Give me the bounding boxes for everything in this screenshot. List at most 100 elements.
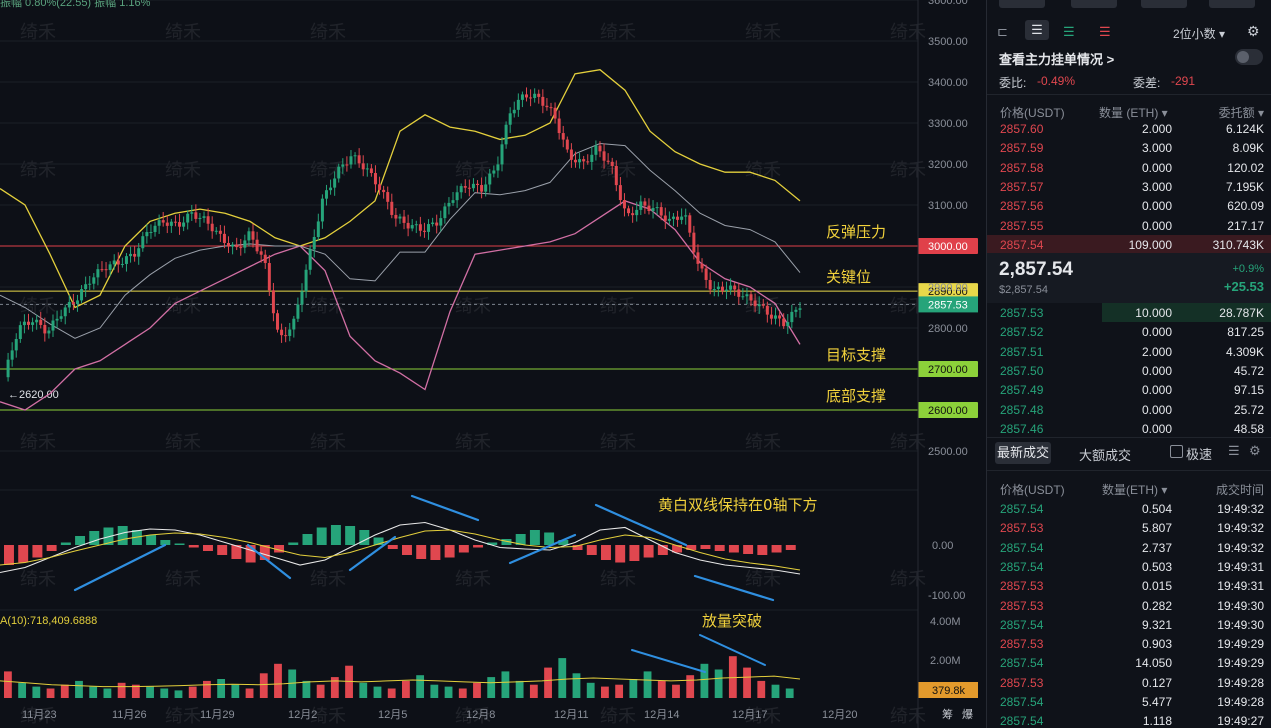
trade-row[interactable]: 2857.54 0.503 19:49:31	[987, 557, 1271, 576]
volume-tick: 2.00M	[930, 655, 961, 667]
candle-body	[390, 201, 394, 215]
level-annotation: 反弹压力	[826, 223, 886, 241]
volume-bar	[601, 686, 609, 698]
filter-icon[interactable]: ☰	[1228, 443, 1240, 458]
trade-row[interactable]: 2857.54 0.504 19:49:32	[987, 499, 1271, 518]
layout-icon[interactable]: ⊏	[997, 24, 1008, 39]
precision-select[interactable]: 2位小数 ▾	[1173, 27, 1226, 41]
candle-body	[774, 315, 778, 319]
candle-body	[459, 186, 463, 193]
bid-row[interactable]: 2857.46 0.000 48.58	[987, 419, 1271, 438]
trade-row[interactable]: 2857.54 9.321 19:49:30	[987, 615, 1271, 634]
row-amount: 97.15	[1233, 383, 1264, 398]
candle-body	[749, 294, 753, 301]
macd-histogram-bar	[146, 535, 157, 545]
volume-bar	[217, 679, 226, 698]
trade-row[interactable]: 2857.53 0.127 19:49:28	[987, 673, 1271, 692]
price-tick: 3600.00	[928, 0, 968, 7]
trade-settings-icon[interactable]: ⚙	[1249, 443, 1261, 458]
row-amount: 19:49:28	[1217, 695, 1264, 709]
trade-row[interactable]: 2857.54 14.050 19:49:29	[987, 653, 1271, 672]
macd-histogram-bar	[117, 526, 128, 545]
trade-col-qty[interactable]: 数量(ETH) ▾	[1102, 483, 1168, 497]
candle-body	[439, 218, 443, 226]
bid-row[interactable]: 2857.52 0.000 817.25	[987, 322, 1271, 341]
trade-row[interactable]: 2857.53 5.807 19:49:32	[987, 518, 1271, 537]
top-button-4[interactable]	[1209, 0, 1255, 8]
trade-row[interactable]: 2857.54 5.477 19:49:28	[987, 692, 1271, 711]
candle-body	[296, 304, 300, 319]
col-amount[interactable]: 委托额 ▾	[1218, 106, 1264, 120]
top-button-1[interactable]	[999, 0, 1045, 8]
col-qty[interactable]: 数量 (ETH) ▾	[1099, 106, 1168, 120]
row-price: 2857.53	[1000, 675, 1044, 690]
both-sides-icon[interactable]: ☰	[1025, 20, 1049, 40]
depth-bar	[1102, 303, 1271, 322]
row-amount: 217.17	[1227, 218, 1264, 233]
volume-bar	[657, 680, 666, 698]
price-chart[interactable]: 绮禾 绮禾 绮禾 绮禾 绮禾 绮禾 绮禾 绮禾 绮禾 绮禾 绮禾 绮禾 绮禾 绮禾 绮禾 绮禾 绮禾 绮禾 绮禾 绮禾…	[0, 0, 985, 728]
speed-checkbox[interactable]	[1170, 445, 1183, 458]
candle-body	[431, 222, 435, 225]
bid-row[interactable]: 2857.48 0.000 25.72	[987, 400, 1271, 419]
volume-bar	[487, 677, 496, 698]
row-price: 2857.58	[1000, 160, 1044, 175]
change-absolute: +25.53	[1223, 279, 1264, 294]
bid-row[interactable]: 2857.51 2.000 4.309K	[987, 342, 1271, 361]
candle-body	[35, 319, 39, 323]
trade-row[interactable]: 2857.54 1.118 19:49:27	[987, 711, 1271, 728]
candle-body	[169, 221, 173, 226]
watermark: 绮禾	[455, 160, 491, 181]
candle-body	[676, 216, 680, 220]
top-button-2[interactable]	[1071, 0, 1117, 8]
trade-row[interactable]: 2857.54 2.737 19:49:32	[987, 538, 1271, 557]
top-button-3[interactable]	[1141, 0, 1187, 8]
ask-row[interactable]: 2857.56 0.000 620.09	[987, 196, 1271, 215]
ask-row[interactable]: 2857.59 3.000 8.09K	[987, 138, 1271, 157]
price-tick: 3200.00	[928, 159, 968, 171]
tab-latest-trades[interactable]: 最新成交	[995, 442, 1051, 464]
tab-large-trades[interactable]: 大额成交	[1079, 448, 1132, 463]
ask-row[interactable]: 2857.58 0.000 120.02	[987, 158, 1271, 177]
settings-gear-icon[interactable]: ⚙	[1247, 23, 1260, 39]
macd-histogram-bar	[686, 545, 697, 550]
row-qty: 0.000	[1141, 383, 1172, 398]
candle-body	[210, 223, 214, 232]
watermark: 绮禾	[890, 706, 926, 727]
bids-only-icon[interactable]: ☰	[1063, 24, 1075, 39]
volume-bar	[515, 680, 524, 698]
candle-body	[157, 220, 161, 226]
row-amount: 19:49:28	[1217, 675, 1264, 690]
volume-arrow	[631, 649, 706, 673]
row-price: 2857.54	[1000, 695, 1044, 709]
toggle-switch[interactable]	[1235, 49, 1263, 65]
trade-row[interactable]: 2857.53 0.015 19:49:31	[987, 576, 1271, 595]
macd-histogram-bar	[529, 530, 540, 545]
trade-row[interactable]: 2857.53 0.282 19:49:30	[987, 596, 1271, 615]
macd-histogram-bar	[330, 525, 341, 545]
ask-row[interactable]: 2857.54 109.000 310.743K	[987, 234, 1271, 254]
row-qty: 5.477	[1141, 695, 1172, 709]
trade-row[interactable]: 2857.53 0.903 19:49:29	[987, 634, 1271, 653]
candle-body	[6, 359, 10, 378]
ask-row[interactable]: 2857.57 3.000 7.195K	[987, 177, 1271, 196]
bid-row[interactable]: 2857.50 0.000 45.72	[987, 361, 1271, 380]
candle-body	[173, 221, 177, 223]
row-qty: 14.050	[1135, 656, 1172, 671]
ask-row[interactable]: 2857.60 2.000 6.124K	[987, 119, 1271, 138]
row-qty: 9.321	[1141, 617, 1172, 632]
bid-row[interactable]: 2857.49 0.000 97.15	[987, 380, 1271, 399]
level-tag	[918, 283, 978, 300]
volume-bar	[529, 684, 538, 698]
watermark: 绮禾	[600, 160, 636, 181]
candle-body	[700, 263, 704, 269]
bid-row[interactable]: 2857.53 10.000 28.787K	[987, 303, 1271, 322]
macd-histogram-bar	[188, 545, 199, 548]
order-book-link[interactable]: 查看主力挂单情况 >	[999, 52, 1115, 67]
candle-body	[778, 315, 782, 319]
trend-arrow	[246, 543, 292, 580]
asks-only-icon[interactable]: ☰	[1099, 24, 1111, 39]
ask-row[interactable]: 2857.55 0.000 217.17	[987, 216, 1271, 235]
row-qty: 0.000	[1141, 160, 1172, 175]
candle-body	[137, 248, 141, 257]
